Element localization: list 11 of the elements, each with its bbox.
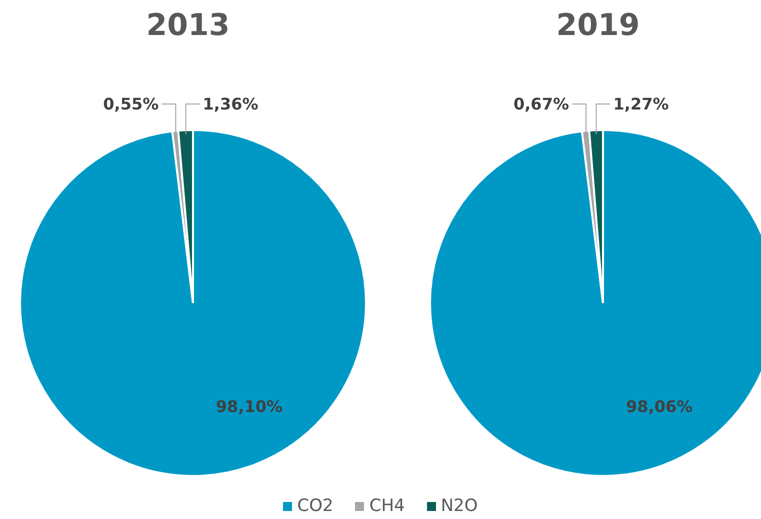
chart-title: 2019 [555,8,641,43]
data-label: 0,55% [103,94,159,114]
legend-label: CH4 [368,496,405,516]
data-label: 98,10% [216,397,283,416]
data-label: 1,36% [202,94,258,114]
data-label: 98,06% [626,397,693,416]
legend-label: CO2 [296,496,334,516]
data-label: 1,27% [613,94,669,114]
legend-label: N2O [440,496,478,516]
data-label: 0,67% [513,94,569,114]
chart-title: 2013 [145,8,231,43]
